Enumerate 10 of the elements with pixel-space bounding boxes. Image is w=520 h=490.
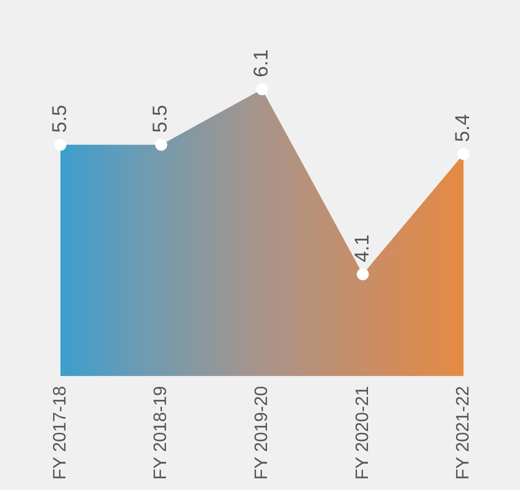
data-label: 5.4 [452, 114, 474, 142]
x-tick-label: FY 2021-22 [452, 386, 473, 480]
x-tick-label: FY 2017-18 [49, 386, 70, 480]
x-tick-label: FY 2019-20 [250, 386, 271, 480]
data-label: 4.1 [351, 234, 374, 262]
data-label: 5.5 [48, 104, 71, 133]
x-tick-label: FY 2020-21 [352, 386, 372, 480]
x-tick-label: FY 2018-19 [150, 386, 170, 480]
data-label: 5.5 [150, 104, 172, 133]
data-label: 6.1 [250, 49, 273, 78]
